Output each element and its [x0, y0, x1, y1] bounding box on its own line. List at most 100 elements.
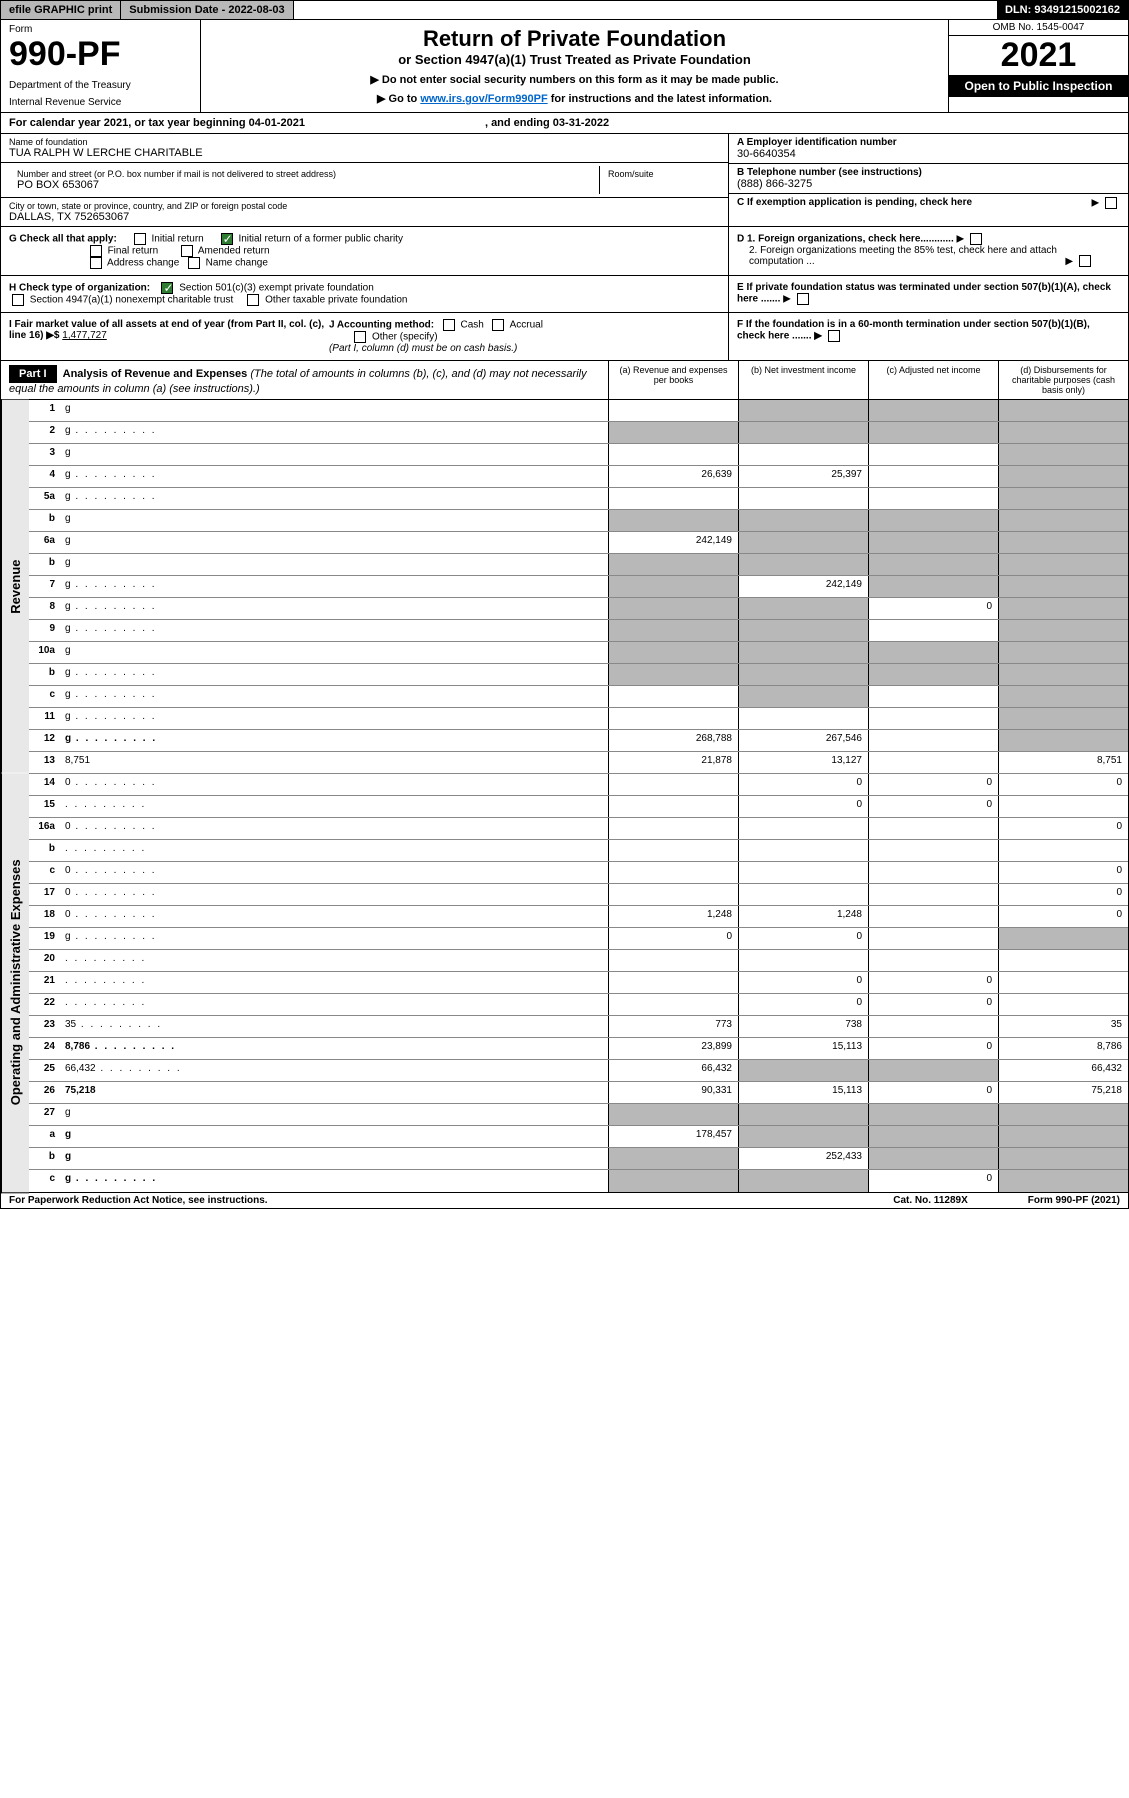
line-desc: g [61, 466, 608, 487]
cb-addr-change[interactable] [90, 257, 102, 269]
line-number: 12 [29, 730, 61, 751]
line-desc: 0 [61, 774, 608, 795]
cb-d1[interactable] [970, 233, 982, 245]
cell-d [998, 1170, 1128, 1192]
line-number: a [29, 1126, 61, 1147]
cb-d2[interactable] [1079, 255, 1091, 267]
cell-a [608, 422, 738, 443]
cell-a: 268,788 [608, 730, 738, 751]
cell-c [868, 840, 998, 861]
table-row: b [29, 840, 1128, 862]
cell-c [868, 1126, 998, 1147]
i-label: I Fair market value of all assets at end… [9, 319, 324, 341]
cell-b [738, 664, 868, 685]
cat-number: Cat. No. 11289X [893, 1195, 967, 1206]
cell-c: 0 [868, 994, 998, 1015]
line-number: 25 [29, 1060, 61, 1081]
cb-name-change[interactable] [188, 257, 200, 269]
cb-initial[interactable] [134, 233, 146, 245]
cell-d [998, 664, 1128, 685]
table-row: 11g [29, 708, 1128, 730]
line-number: 15 [29, 796, 61, 817]
line-number: 26 [29, 1082, 61, 1103]
city-state-zip: DALLAS, TX 752653067 [9, 211, 720, 223]
addr-label: Number and street (or P.O. box number if… [17, 169, 591, 179]
cell-c [868, 444, 998, 465]
cell-a [608, 642, 738, 663]
line-number: 11 [29, 708, 61, 729]
ein: 30-6640354 [737, 148, 1120, 160]
cell-d [998, 994, 1128, 1015]
cell-b [738, 686, 868, 707]
cell-a [608, 488, 738, 509]
cb-other-taxable[interactable] [247, 294, 259, 306]
cell-b [738, 554, 868, 575]
line-number: b [29, 510, 61, 531]
cb-cash[interactable] [443, 319, 455, 331]
cb-501c3[interactable] [161, 282, 173, 294]
line-desc: g [61, 576, 608, 597]
table-row: 6ag242,149 [29, 532, 1128, 554]
line-number: b [29, 840, 61, 861]
paperwork-notice: For Paperwork Reduction Act Notice, see … [9, 1195, 268, 1206]
form-title: Return of Private Foundation [207, 26, 942, 52]
cell-d [998, 708, 1128, 729]
cell-a [608, 400, 738, 421]
cb-accrual[interactable] [492, 319, 504, 331]
checks-g-row: G Check all that apply: Initial return I… [0, 227, 1129, 276]
line-desc: g [61, 400, 608, 421]
cell-b [738, 422, 868, 443]
line-desc: 35 [61, 1016, 608, 1037]
cb-initial-former[interactable] [221, 233, 233, 245]
cb-f[interactable] [828, 330, 840, 342]
cell-c [868, 554, 998, 575]
exemption-checkbox[interactable] [1105, 197, 1117, 209]
cell-b: 252,433 [738, 1148, 868, 1169]
g-label: G Check all that apply: [9, 234, 117, 245]
table-row: 9g [29, 620, 1128, 642]
line-desc [61, 796, 608, 817]
cell-b: 0 [738, 928, 868, 949]
line-number: c [29, 862, 61, 883]
cell-c [868, 708, 998, 729]
cb-e[interactable] [797, 293, 809, 305]
line-number: 22 [29, 994, 61, 1015]
top-bar: efile GRAPHIC print Submission Date - 20… [0, 0, 1129, 20]
line-desc [61, 840, 608, 861]
cell-b [738, 708, 868, 729]
cell-d: 0 [998, 906, 1128, 927]
cell-c [868, 466, 998, 487]
cell-d: 66,432 [998, 1060, 1128, 1081]
form-link[interactable]: www.irs.gov/Form990PF [420, 93, 547, 105]
cell-c [868, 862, 998, 883]
cell-d [998, 576, 1128, 597]
line-number: 17 [29, 884, 61, 905]
line-number: c [29, 1170, 61, 1192]
cell-a: 23,899 [608, 1038, 738, 1059]
table-row: c00 [29, 862, 1128, 884]
table-row: 1801,2481,2480 [29, 906, 1128, 928]
cb-other-method[interactable] [354, 331, 366, 343]
cell-b [738, 818, 868, 839]
line-number: c [29, 686, 61, 707]
cell-a: 178,457 [608, 1126, 738, 1147]
cell-d: 0 [998, 774, 1128, 795]
cb-final[interactable] [90, 245, 102, 257]
efile-label[interactable]: efile GRAPHIC print [1, 1, 121, 19]
i-value: 1,477,727 [62, 330, 107, 341]
data-grid: 1g2g3g4g26,63925,3975agbg6ag242,149bg7g2… [29, 400, 1129, 1193]
table-row: 2675,21890,33115,113075,218 [29, 1082, 1128, 1104]
cell-d: 8,786 [998, 1038, 1128, 1059]
name-label: Name of foundation [9, 137, 720, 147]
cell-b [738, 620, 868, 641]
table-row: 248,78623,89915,11308,786 [29, 1038, 1128, 1060]
cb-amended[interactable] [181, 245, 193, 257]
cell-b: 15,113 [738, 1038, 868, 1059]
cell-d [998, 950, 1128, 971]
cell-b: 0 [738, 972, 868, 993]
line-desc: g [61, 444, 608, 465]
instruction-2: ▶ Go to www.irs.gov/Form990PF for instru… [207, 92, 942, 105]
cell-a: 90,331 [608, 1082, 738, 1103]
cb-4947[interactable] [12, 294, 24, 306]
cell-a [608, 686, 738, 707]
